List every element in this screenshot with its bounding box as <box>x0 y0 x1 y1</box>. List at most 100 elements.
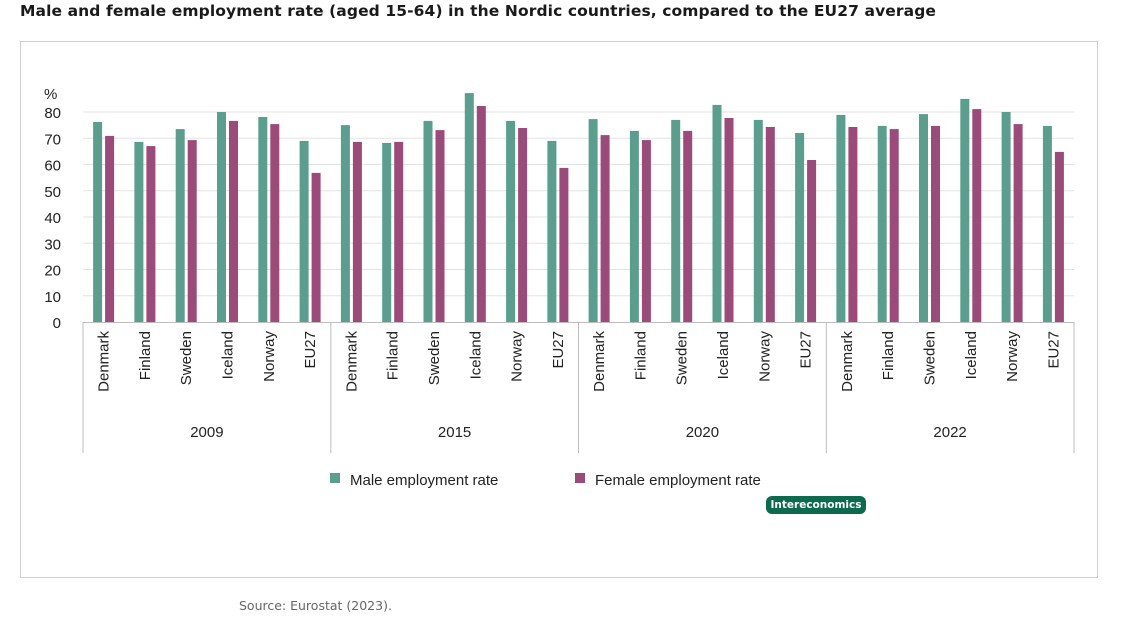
bar-male-eu27-2015 <box>547 140 557 322</box>
bar-female-eu27-2022 <box>1054 151 1064 322</box>
bar-female-sweden-2009 <box>187 140 197 322</box>
bar-female-norway-2009 <box>270 124 280 322</box>
y-tick-label: 50 <box>44 184 61 201</box>
bar-female-eu27-2009 <box>311 172 321 322</box>
y-tick-label: 70 <box>44 131 61 148</box>
bar-male-denmark-2022 <box>836 114 846 323</box>
bar-female-norway-2020 <box>765 127 775 322</box>
x-group-label: 2009 <box>190 424 223 441</box>
x-category-label: Finland <box>880 331 897 380</box>
bar-male-norway-2020 <box>753 119 763 323</box>
legend: Male employment rate Female employment ra… <box>330 472 761 489</box>
bar-female-iceland-2022 <box>972 109 982 322</box>
x-category-label: EU27 <box>798 331 815 369</box>
bar-female-iceland-2009 <box>229 120 238 323</box>
bar-male-sweden-2015 <box>423 120 433 323</box>
x-category-label: Sweden <box>178 331 195 385</box>
x-category-label: Finland <box>137 331 154 380</box>
x-group-label: 2020 <box>686 424 719 441</box>
bar-female-norway-2015 <box>518 128 528 322</box>
bar-male-finland-2022 <box>877 125 887 323</box>
bar-male-denmark-2009 <box>93 122 103 322</box>
y-tick-label: 10 <box>44 289 61 306</box>
bar-female-norway-2022 <box>1013 124 1023 322</box>
y-tick-label: 0 <box>53 315 61 332</box>
bar-male-sweden-2022 <box>919 114 928 322</box>
bar-male-iceland-2020 <box>712 104 722 323</box>
bar-female-finland-2020 <box>641 140 651 322</box>
y-tick-label: 40 <box>44 210 61 227</box>
bar-female-iceland-2020 <box>724 118 734 322</box>
bar-female-sweden-2020 <box>683 130 693 322</box>
y-tick-label: 20 <box>44 263 61 280</box>
legend-swatch <box>330 473 340 483</box>
bar-female-denmark-2015 <box>352 141 362 322</box>
bar-female-sweden-2015 <box>435 130 445 322</box>
chart-frame <box>20 41 1098 578</box>
x-category-label: Norway <box>509 331 526 382</box>
bar-female-eu27-2020 <box>807 160 817 322</box>
source-note: Source: Eurostat (2023). <box>239 598 392 613</box>
y-axis: 0 10 20 30 40 50 60 70 80% <box>44 86 61 332</box>
legend-label: Male employment rate <box>350 472 498 489</box>
bar-female-finland-2015 <box>394 141 404 322</box>
x-category-label: Norway <box>756 331 773 382</box>
x-group-label: 2015 <box>438 424 471 441</box>
bar-male-finland-2009 <box>134 141 144 322</box>
bar-male-denmark-2015 <box>340 125 350 322</box>
y-tick-label: 60 <box>44 158 61 175</box>
bar-male-eu27-2009 <box>299 140 309 322</box>
bar-male-iceland-2009 <box>217 112 226 322</box>
x-category-label: EU27 <box>1045 331 1062 369</box>
x-category-label: Norway <box>261 331 278 382</box>
bar-female-iceland-2015 <box>476 106 486 322</box>
bar-female-denmark-2020 <box>600 135 610 322</box>
x-group-label: 2022 <box>933 424 966 441</box>
x-category-label: Finland <box>632 331 649 380</box>
x-category-label: Iceland <box>467 331 484 379</box>
bar-female-denmark-2022 <box>848 127 858 322</box>
bar-female-eu27-2015 <box>559 167 569 322</box>
bar-male-sweden-2009 <box>175 129 185 322</box>
bar-male-denmark-2020 <box>588 119 598 322</box>
bar-male-iceland-2022 <box>960 98 970 323</box>
x-category-label: Denmark <box>96 331 113 392</box>
x-axis: Denmark Finland Sweden Iceland Norway EU27 200… <box>82 322 1075 453</box>
x-category-label: Denmark <box>839 331 856 392</box>
bar-male-finland-2015 <box>382 143 392 322</box>
bar-female-denmark-2009 <box>105 135 115 322</box>
chart-title: Male and female employment rate (aged 15… <box>20 2 936 20</box>
x-category-label: Norway <box>1004 331 1021 382</box>
bar-female-finland-2009 <box>146 146 156 322</box>
bar-male-norway-2009 <box>258 117 268 322</box>
y-tick-label: 80 <box>44 105 61 122</box>
bar-female-finland-2022 <box>889 129 899 322</box>
legend-item-male: Male employment rate <box>330 472 498 489</box>
legend-swatch <box>575 473 585 483</box>
bar-male-finland-2020 <box>629 130 639 322</box>
x-category-label: EU27 <box>550 331 567 369</box>
bar-male-norway-2022 <box>1001 112 1011 322</box>
x-category-label: Sweden <box>922 331 939 385</box>
legend-item-female: Female employment rate <box>575 472 761 489</box>
x-category-label: Iceland <box>220 331 237 379</box>
legend-label: Female employment rate <box>595 472 761 489</box>
x-category-label: Denmark <box>591 331 608 392</box>
y-tick-label: 30 <box>44 236 61 253</box>
y-axis-label: % <box>44 86 57 103</box>
bar-male-iceland-2015 <box>464 93 474 322</box>
bar-male-eu27-2022 <box>1042 125 1052 323</box>
x-category-label: EU27 <box>302 331 319 369</box>
x-category-label: Denmark <box>343 331 360 392</box>
intereconomics-logo: Intereconomics <box>766 496 866 514</box>
x-category-label: Sweden <box>674 331 691 385</box>
bar-female-sweden-2022 <box>931 125 940 323</box>
x-category-label: Sweden <box>426 331 443 385</box>
bar-male-norway-2015 <box>506 120 516 323</box>
gridlines <box>83 111 1074 297</box>
x-category-label: Finland <box>385 331 402 380</box>
x-category-label: Iceland <box>715 331 732 379</box>
x-category-label: Iceland <box>963 331 980 379</box>
bar-male-eu27-2020 <box>795 133 805 322</box>
